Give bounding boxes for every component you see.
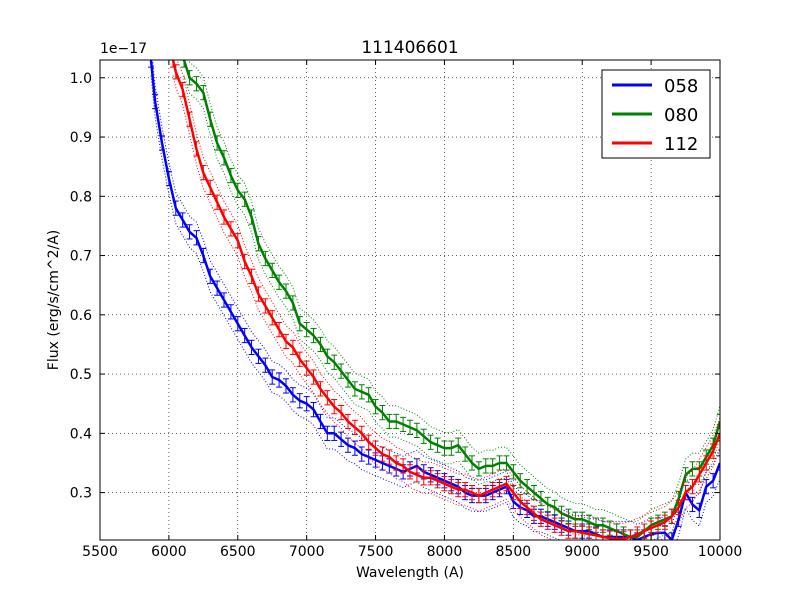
- legend-label-058: 058: [664, 76, 698, 97]
- y-offset-label: 1e−17: [100, 41, 147, 57]
- x-tick-label: 9000: [564, 544, 600, 560]
- y-tick-label: 0.6: [70, 308, 92, 324]
- x-tick-label: 7500: [358, 544, 394, 560]
- y-tick-label: 0.9: [70, 130, 92, 146]
- x-tick-label: 5500: [82, 544, 118, 560]
- y-tick-label: 0.8: [70, 189, 92, 205]
- y-tick-label: 1.0: [70, 71, 92, 87]
- y-tick-label: 0.4: [70, 426, 92, 442]
- series-112: [170, 60, 720, 540]
- x-tick-label: 6000: [151, 544, 187, 560]
- x-tick-label: 7000: [289, 544, 325, 560]
- x-tick-label: 9500: [633, 544, 669, 560]
- y-axis-label: Flux (erg/s/cm^2/A): [46, 230, 62, 370]
- series-layer: [147, 60, 720, 540]
- series-058-upper-band: [152, 60, 720, 526]
- x-axis-label: Wavelength (A): [356, 565, 464, 581]
- y-tick-label: 0.7: [70, 249, 92, 265]
- x-tick-label: 6500: [220, 544, 256, 560]
- series-080-upper-band: [188, 60, 720, 522]
- chart-title: 111406601: [361, 38, 458, 58]
- series-058-line: [149, 60, 720, 540]
- series-112-line: [171, 60, 720, 540]
- x-tick-label: 10000: [698, 544, 743, 560]
- x-tick-label: 8500: [496, 544, 532, 560]
- axis-ticks: 5500 6000 6500 7000 7500 8000 8500 9000 9500 1000…: [70, 60, 743, 560]
- y-tick-label: 0.5: [70, 367, 92, 383]
- plot-frame: [99, 59, 721, 541]
- legend: 058 080 112: [601, 69, 711, 159]
- series-112-lower-band: [172, 75, 720, 540]
- legend-label-080: 080: [664, 105, 698, 126]
- series-080-lower-band: [183, 75, 720, 540]
- series-058-lower-band: [150, 75, 720, 540]
- y-tick-label: 0.3: [70, 486, 92, 502]
- x-tick-label: 8000: [427, 544, 463, 560]
- legend-label-112: 112: [664, 134, 698, 155]
